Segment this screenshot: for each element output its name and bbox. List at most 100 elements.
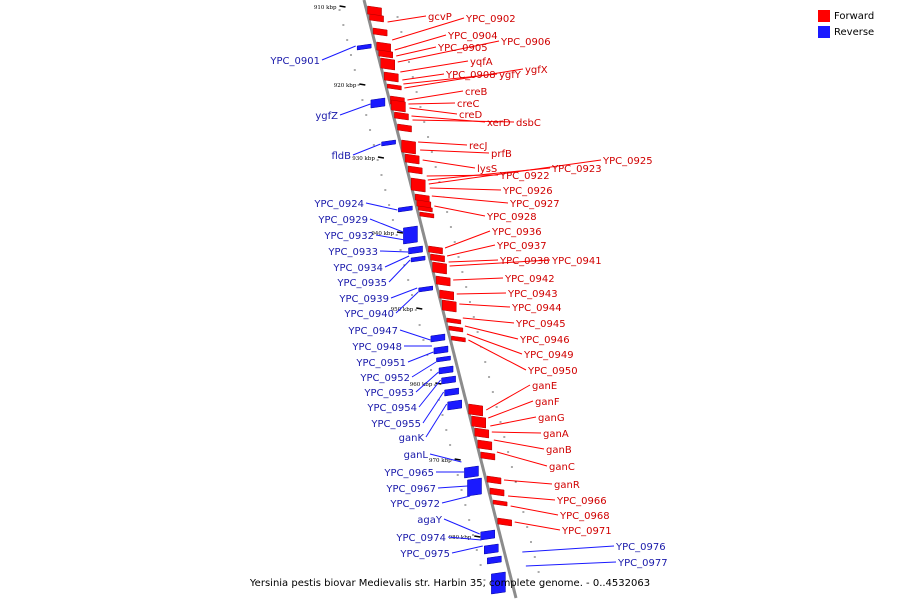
- forward-leader-line: [392, 17, 465, 41]
- forward-gene-label: ganC: [549, 462, 575, 473]
- reverse-gene-block: [484, 543, 499, 555]
- forward-gene-block: [410, 177, 426, 193]
- forward-gene-label: prfB: [491, 149, 512, 160]
- forward-gene-block: [497, 517, 512, 527]
- forward-gene-block: [451, 335, 466, 343]
- reverse-leader-line: [525, 561, 617, 567]
- genome-axis: [362, 0, 518, 599]
- forward-gene-label: gcvP: [428, 12, 452, 23]
- forward-gene-label: YPC_0946: [519, 335, 570, 346]
- reverse-leader-line: [441, 495, 471, 504]
- genome-caption: Yersinia pestis biovar Medievalis str. H…: [249, 578, 651, 589]
- axis-tick-label: 960 kbp: [410, 382, 433, 388]
- forward-leader-line: [449, 259, 551, 267]
- forward-gene-label: creC: [457, 99, 480, 110]
- forward-gene-label: YPC_0927: [509, 199, 560, 210]
- forward-leader-line: [462, 317, 515, 324]
- forward-gene-label: YPC_0949: [523, 350, 574, 361]
- reverse-gene-label: fldB: [331, 151, 351, 162]
- forward-leader-line: [426, 174, 499, 177]
- line-layer: [321, 15, 617, 567]
- reverse-leader-line: [379, 250, 409, 253]
- forward-leader-line: [400, 60, 469, 73]
- forward-leader-line: [412, 119, 515, 123]
- reverse-gene-label: YPC_0933: [327, 247, 378, 258]
- reverse-gene-block: [370, 97, 386, 109]
- reverse-gene-label: YPC_0947: [347, 326, 398, 337]
- major-tick: [359, 83, 366, 86]
- reverse-gene-block: [447, 399, 462, 411]
- forward-leader-line: [397, 40, 500, 63]
- axis-tick-label: 910 kbp: [314, 5, 337, 11]
- forward-gene-label: ganF: [535, 397, 560, 408]
- forward-gene-label: creB: [465, 87, 488, 98]
- reverse-gene-label: YPC_0948: [351, 342, 402, 353]
- reverse-leader-line: [339, 103, 371, 116]
- forward-leader-line: [508, 495, 556, 501]
- reverse-gene-block: [436, 355, 451, 363]
- forward-leader-line: [407, 90, 464, 101]
- forward-leader-line: [485, 384, 531, 411]
- forward-leader-line: [429, 187, 502, 191]
- reverse-gene-block: [444, 387, 459, 397]
- forward-leader-line: [503, 479, 553, 485]
- forward-gene-label: ganA: [543, 429, 569, 440]
- forward-gene-label: YPC_0937: [496, 241, 547, 252]
- forward-gene-block: [468, 403, 483, 417]
- forward-gene-label: ganB: [546, 445, 572, 456]
- forward-gene-block: [446, 317, 462, 325]
- forward-leader-line: [404, 68, 524, 89]
- reverse-leader-line: [425, 403, 448, 438]
- reverse-gene-label: YPC_0952: [359, 373, 410, 384]
- reverse-gene-label: YPC_0901: [269, 56, 320, 67]
- forward-gene-label: YPC_0942: [504, 274, 555, 285]
- forward-leader-line: [488, 400, 534, 419]
- forward-leader-line: [428, 159, 602, 185]
- reverse-leader-line: [321, 45, 356, 61]
- reverse-gene-block: [430, 333, 446, 343]
- forward-gene-label: ganE: [532, 381, 557, 392]
- forward-gene-block: [391, 99, 406, 113]
- axis-tick-label: 950 kbp: [391, 307, 414, 313]
- forward-leader-line: [394, 34, 447, 51]
- reverse-gene-label: ygfZ: [315, 111, 338, 122]
- major-tick: [377, 156, 385, 159]
- major-tick: [454, 458, 461, 461]
- forward-gene-label: ygfX: [525, 65, 548, 76]
- forward-leader-line: [468, 339, 527, 371]
- reverse-gene-label: YPC_0972: [389, 499, 440, 510]
- forward-gene-block: [489, 487, 505, 497]
- reverse-gene-label: YPC_0974: [395, 533, 446, 544]
- reverse-leader-line: [415, 371, 439, 393]
- reverse-gene-block: [480, 529, 495, 541]
- forward-gene-label: ganR: [554, 480, 580, 491]
- forward-gene-block: [378, 49, 393, 59]
- forward-gene-label: YPC_0971: [561, 526, 612, 537]
- forward-leader-line: [466, 333, 523, 355]
- forward-leader-line: [396, 46, 437, 57]
- forward-gene-label: YPC_0938: [499, 256, 550, 267]
- forward-gene-block: [442, 299, 457, 313]
- forward-gene-label: ygfY: [499, 70, 522, 81]
- reverse-gene-label: YPC_0929: [317, 215, 368, 226]
- forward-gene-block: [474, 427, 490, 439]
- forward-leader-line: [493, 439, 545, 450]
- forward-gene-label: YPC_0928: [486, 212, 537, 223]
- forward-leader-line: [422, 159, 476, 169]
- reverse-leader-line: [399, 329, 431, 341]
- forward-leader-line: [453, 277, 504, 281]
- reverse-gene-label: YPC_0967: [385, 484, 436, 495]
- forward-gene-label: YPC_0945: [515, 319, 566, 330]
- forward-gene-label: YPC_0908: [445, 70, 496, 81]
- forward-gene-label: YPC_0968: [559, 511, 610, 522]
- reverse-gene-label: ganL: [404, 450, 429, 461]
- reverse-gene-label: YPC_0940: [343, 309, 394, 320]
- major-tick: [396, 231, 404, 234]
- reverse-gene-label: YPC_0954: [366, 403, 417, 414]
- reverse-leader-line: [352, 143, 381, 156]
- reverse-gene-block: [418, 285, 433, 293]
- forward-leader-line: [491, 431, 542, 434]
- reverse-gene-block: [403, 225, 418, 245]
- reverse-leader-line: [365, 202, 398, 211]
